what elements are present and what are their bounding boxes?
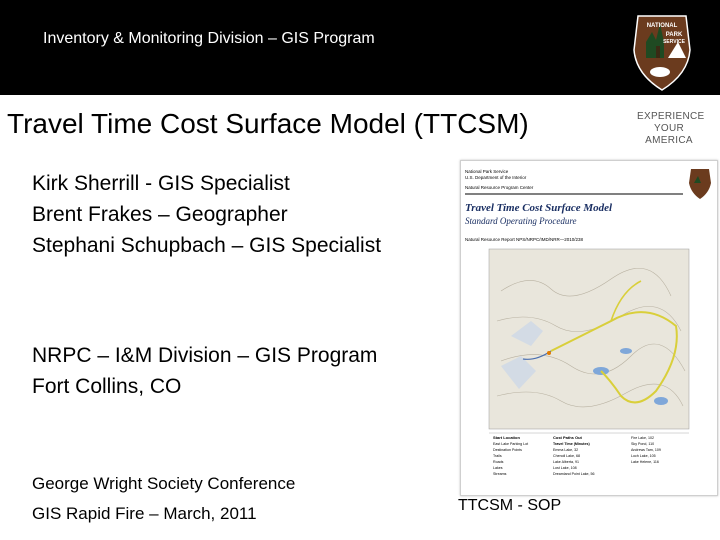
sop-document-thumbnail: National Park Service U.S. Department of… (460, 160, 718, 496)
legend-item: Lakes (493, 466, 503, 470)
presenter-list: Kirk Sherrill - GIS Specialist Brent Fra… (32, 168, 381, 261)
legend-subheading: Travel Time (Minutes) (553, 442, 590, 446)
doc-agency-line: U.S. Department of the Interior (465, 175, 527, 180)
header-bar: Inventory & Monitoring Division – GIS Pr… (0, 0, 720, 95)
conference-line: GIS Rapid Fire – March, 2011 (32, 504, 257, 523)
legend-item: Chenoll Lake, 68 (553, 454, 580, 458)
sop-document-page: National Park Service U.S. Department of… (465, 169, 711, 476)
legend-item: Trails (493, 454, 502, 458)
legend-item: Lake Alberta, 91 (553, 460, 579, 464)
legend-item: Andrews Tarn, 109 (631, 448, 661, 452)
experience-your-america-tagline: EXPERIENCE YOUR AMERICA (637, 111, 705, 147)
legend-item: East Lake Parking Lot (493, 442, 528, 446)
header-text: Inventory & Monitoring Division – GIS Pr… (43, 30, 375, 47)
legend-item: Lake Helene, 116 (631, 460, 659, 464)
svg-text:NATIONAL: NATIONAL (647, 23, 678, 29)
nps-arrowhead-icon: NATIONAL PARK SERVICE (633, 15, 691, 91)
conference-block: George Wright Society Conference GIS Rap… (32, 469, 295, 529)
tagline-line: AMERICA (645, 135, 693, 146)
organization-line: NRPC – I&M Division – GIS Program (32, 344, 378, 367)
legend-item: Streams (493, 472, 507, 476)
organization-block: NRPC – I&M Division – GIS Program Fort C… (32, 340, 377, 402)
slide-title: Travel Time Cost Surface Model (TTCSM) (7, 108, 529, 139)
doc-nps-arrowhead-icon (689, 169, 711, 199)
doc-title: Travel Time Cost Surface Model (465, 202, 613, 214)
doc-report-id: Natural Resource Report NPS/NRPC/IMD/NRR… (465, 237, 584, 242)
conference-line: George Wright Society Conference (32, 474, 296, 493)
legend-item: Destination Points (493, 448, 522, 452)
doc-subtitle: Standard Operating Procedure (465, 216, 577, 226)
presenter-line: Brent Frakes – Geographer (32, 203, 288, 226)
legend-item: Sky Pond, 110 (631, 442, 654, 446)
legend-item: Fire Lake, 102 (631, 436, 654, 440)
legend-item: Roads (493, 460, 504, 464)
presenter-line: Stephani Schupbach – GIS Specialist (32, 234, 382, 257)
legend-item: Lost Lake, 108 (553, 466, 577, 470)
legend-item: Dreamland Point Lake, 56 (553, 472, 595, 476)
organization-line: Fort Collins, CO (32, 375, 182, 398)
thumbnail-caption: TTCSM - SOP (458, 497, 562, 514)
legend-item: Loch Lake, 105 (631, 454, 656, 458)
legend-heading: Cost Paths Out (553, 435, 583, 440)
legend-item: Emma Lake, 32 (553, 448, 578, 452)
svg-text:SERVICE: SERVICE (663, 39, 686, 45)
presenter-line: Kirk Sherrill - GIS Specialist (32, 172, 290, 195)
map-legend: Start Location East Lake Parking Lot Des… (489, 432, 689, 476)
tagline-line: EXPERIENCE (637, 111, 705, 122)
doc-agency-line: National Park Service (465, 169, 509, 174)
legend-heading: Start Location (493, 435, 520, 440)
cost-path-map (488, 248, 690, 430)
svg-text:PARK: PARK (666, 32, 683, 38)
tagline-line: YOUR (653, 123, 685, 134)
doc-agency-line: Natural Resource Program Center (465, 185, 534, 190)
